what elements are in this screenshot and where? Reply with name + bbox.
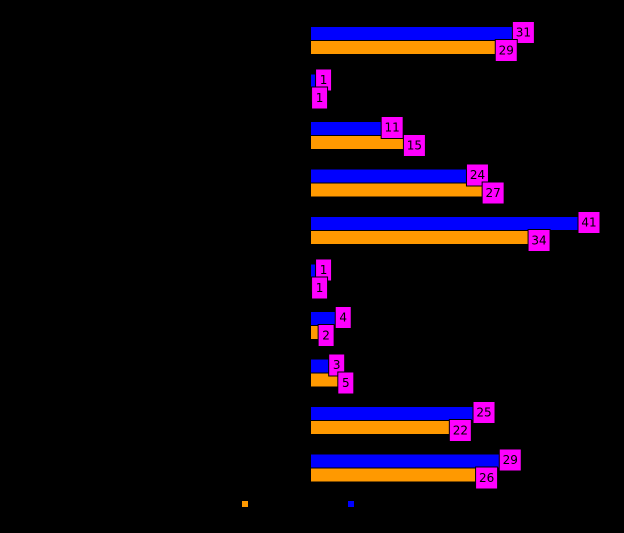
bar-series1-row1 [311,27,515,40]
data-label-text: 22 [453,424,468,438]
data-label-text: 15 [407,139,422,153]
data-label-text: 31 [516,26,531,40]
data-label-box [498,448,522,472]
data-label-box [337,371,355,395]
data-label-text: 1 [320,73,328,87]
data-label-series1-row8: 3 [328,353,346,377]
data-label-series1-row10: 29 [498,448,522,472]
data-label-series2-row1: 29 [494,39,518,62]
data-label-series2-row8: 5 [337,371,355,395]
data-label-series2-row5: 34 [527,229,551,252]
bar-series1-row2 [311,74,318,88]
data-label-series1-row5: 41 [577,211,601,234]
data-label-series1-row9: 25 [472,401,496,424]
data-label-text: 1 [316,281,324,295]
data-label-series1-row6: 1 [315,258,333,282]
data-label-series1-row3: 11 [380,116,404,139]
data-label-series2-row3: 15 [402,134,426,157]
data-label-series1-row1: 31 [511,21,535,44]
bar-series2-row8 [311,373,344,387]
data-label-series1-row4: 24 [465,163,489,187]
data-label-series2-row10: 26 [475,466,499,490]
data-label-text: 29 [503,453,518,467]
data-label-series1-row7: 4 [334,306,352,329]
data-label-text: 24 [470,168,485,182]
bar-series2-row5 [311,231,535,244]
data-label-text: 1 [320,263,328,277]
data-label-series2-row9: 22 [448,419,472,442]
data-label-text: 27 [486,186,501,200]
bar-series2-row4 [311,183,489,197]
bar-series1-row5 [311,217,580,230]
legend [242,501,354,507]
data-label-box [311,86,329,110]
data-label-box [311,276,329,300]
bar-series2-row1 [311,41,502,54]
bar-series1-row7 [311,312,338,325]
data-label-series2-row7: 2 [317,324,335,347]
bar-series2-row10 [311,468,482,482]
bar-series1-row9 [311,407,476,420]
legend-swatch-2 [242,501,248,507]
data-label-box [527,229,551,252]
bar-series1-row3 [311,122,384,135]
bar-series2-row9 [311,421,456,434]
data-label-series2-row2: 1 [311,86,329,110]
bar-series1-row6 [311,264,318,278]
data-label-text: 26 [479,471,494,485]
data-label-box [334,306,352,329]
data-label-box [475,466,499,490]
legend-swatch-1 [348,501,354,507]
data-label-box [448,419,472,442]
data-label-text: 5 [342,376,350,390]
data-label-box [328,353,346,377]
data-label-box [494,39,518,62]
data-label-box [317,324,335,347]
data-label-text: 34 [531,234,546,248]
data-label-series2-row6: 1 [311,276,329,300]
bar-series1-row8 [311,359,331,373]
bar-series1-row10 [311,454,502,468]
data-label-series2-row4: 27 [481,181,505,205]
data-label-text: 41 [581,216,596,230]
data-label-box [511,21,535,44]
data-label-text: 25 [476,406,491,420]
bar-series2-row3 [311,136,410,149]
bars-layer [311,27,580,482]
data-label-text: 3 [333,358,341,372]
data-label-box [481,181,505,205]
data-label-box [402,134,426,157]
data-label-box [472,401,496,424]
bar-series1-row4 [311,169,469,183]
data-label-text: 2 [322,329,330,343]
data-label-text: 11 [385,121,400,135]
data-label-text: 29 [499,44,514,58]
data-label-text: 4 [339,311,347,325]
data-label-text: 1 [316,91,324,105]
data-label-box [380,116,404,139]
data-label-series1-row2: 1 [315,68,333,92]
data-label-box [465,163,489,187]
data-label-box [577,211,601,234]
